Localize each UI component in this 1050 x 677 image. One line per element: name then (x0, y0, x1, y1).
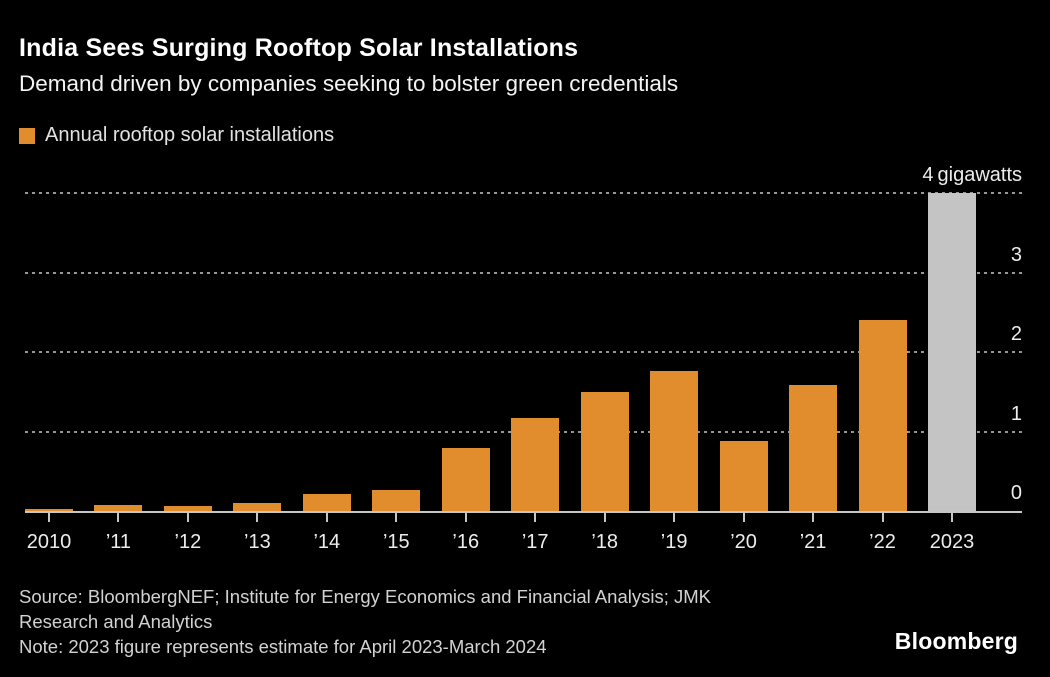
bar-’11 (94, 504, 143, 511)
bar-’21 (789, 385, 838, 511)
x-axis-label-’19: ’19 (660, 531, 688, 553)
x-tick-’18 (603, 512, 606, 522)
bar-’14 (302, 493, 351, 511)
y-gridline-2 (25, 351, 1022, 353)
legend-swatch-icon (19, 127, 35, 144)
x-tick-’13 (256, 512, 259, 522)
x-tick-’17 (534, 512, 537, 522)
x-axis-label-’17: ’17 (521, 531, 549, 553)
x-tick-’14 (325, 512, 328, 522)
x-tick-’15 (395, 512, 398, 522)
source-text-line2: Research and Analytics (19, 611, 213, 632)
chart-subtitle: Demand driven by companies seeking to bo… (19, 71, 679, 96)
note-text: Note: 2023 figure represents estimate fo… (19, 636, 547, 657)
x-axis-label-2023: 2023 (929, 531, 975, 553)
x-axis-label-’12: ’12 (174, 531, 202, 553)
chart-title: India Sees Surging Rooftop Solar Install… (19, 34, 579, 62)
x-axis-line (25, 511, 1022, 513)
x-axis-label-2010: 2010 (26, 531, 72, 553)
source-note-block: Source: BloombergNEF; Institute for Ener… (19, 584, 711, 659)
y-axis-label-3: 3 (1010, 243, 1022, 266)
x-axis-label-’15: ’15 (382, 531, 410, 553)
x-axis-label-’14: ’14 (313, 531, 341, 553)
bloomberg-logo: Bloomberg (894, 628, 1018, 654)
y-axis-label-4: 4 gigawatts (922, 164, 1022, 186)
bar-’20 (719, 441, 768, 511)
x-tick-’11 (117, 512, 120, 522)
bar-’18 (580, 391, 629, 511)
y-gridline-4 (25, 192, 1022, 194)
x-axis-label-’18: ’18 (591, 531, 619, 553)
x-tick-’20 (742, 512, 745, 522)
x-tick-’22 (881, 512, 884, 522)
source-text-line1: Source: BloombergNEF; Institute for Ener… (19, 586, 711, 607)
bar-’22 (858, 320, 907, 511)
x-tick-’16 (464, 512, 467, 522)
y-axis-label-1: 1 (1010, 402, 1022, 425)
bar-’15 (372, 489, 421, 511)
x-axis-label-’20: ’20 (730, 531, 757, 553)
x-axis-label-’16: ’16 (452, 531, 480, 553)
x-tick-2023 (950, 512, 953, 522)
x-tick-’19 (673, 512, 676, 522)
bar-2023 (927, 193, 976, 511)
bar-’12 (163, 506, 212, 511)
chart: 4 gigawatts 3 2 1 0 2010 ’11 ’12 ’13 ’14 ’15 ’16 ’17… (0, 160, 1050, 570)
bar-2010 (25, 509, 73, 511)
bar-’17 (511, 417, 560, 511)
bar-’16 (441, 448, 490, 511)
y-axis-label-0: 0 (1010, 482, 1022, 504)
y-axis-label-2: 2 (1010, 323, 1022, 345)
x-axis-label-’22: ’22 (869, 531, 896, 553)
x-axis-label-’13: ’13 (244, 531, 271, 553)
x-tick-’12 (186, 512, 189, 522)
x-tick-’21 (812, 512, 815, 522)
y-gridline-3 (25, 271, 1022, 274)
legend: Annual rooftop solar installations (19, 124, 334, 147)
bar-’19 (650, 371, 699, 511)
x-axis-label-’11: ’11 (105, 531, 132, 553)
legend-label: Annual rooftop solar installations (45, 124, 335, 146)
x-tick-2010 (48, 512, 50, 522)
bar-’13 (233, 503, 282, 511)
x-axis-label-’21: ’21 (799, 531, 827, 553)
